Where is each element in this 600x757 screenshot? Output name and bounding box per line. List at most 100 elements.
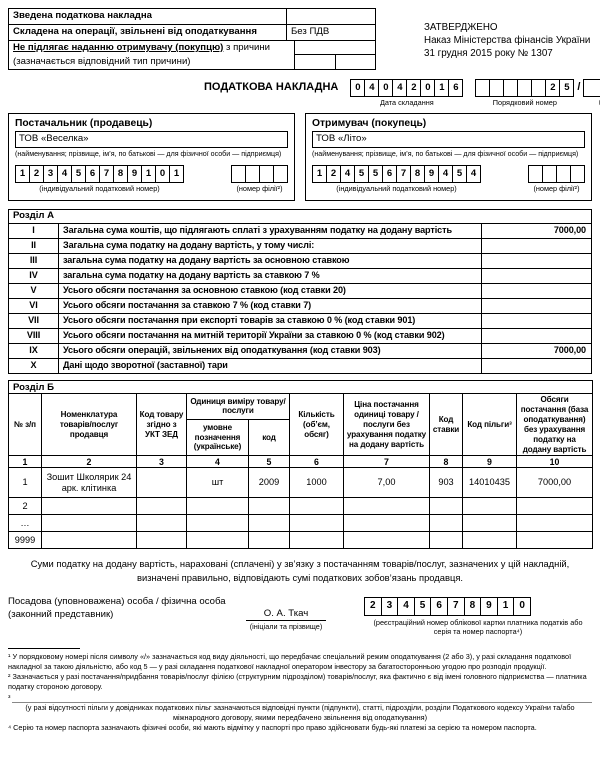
digit-cell[interactable]: 1 xyxy=(496,596,515,616)
digit-cell[interactable]: 0 xyxy=(513,596,531,616)
digit-cell[interactable]: 9 xyxy=(480,596,498,616)
digit-cell[interactable]: 2 xyxy=(406,79,422,97)
digit-cell[interactable]: 4 xyxy=(364,79,380,97)
digit-cell[interactable] xyxy=(570,165,585,184)
col-number: 3 xyxy=(136,455,187,469)
digit-cell[interactable]: 0 xyxy=(350,79,366,97)
table-row: VI Усього обсяги постачання за ставкою 7 … xyxy=(9,299,591,315)
digit-cell[interactable] xyxy=(542,165,557,184)
digit-cell[interactable]: 0 xyxy=(378,79,394,97)
digit-cell[interactable] xyxy=(517,79,533,97)
section-a-table: Розділ А I Загальна сума коштів, що підля… xyxy=(8,209,592,375)
not-issued-field[interactable] xyxy=(295,41,375,55)
digit-cell[interactable]: 4 xyxy=(392,79,408,97)
digit-cell[interactable]: 7 xyxy=(396,165,411,184)
digit-cell[interactable]: 7 xyxy=(99,165,114,184)
digit-cell[interactable]: 1 xyxy=(312,165,327,184)
digit-cell[interactable] xyxy=(259,165,274,184)
digit-cell[interactable]: 4 xyxy=(57,165,72,184)
footnote-3-marker: ³ xyxy=(8,692,11,702)
digit-cell[interactable] xyxy=(231,165,246,184)
digit-cell[interactable]: 5 xyxy=(413,596,432,616)
row-label: Загальна сума податку на додану вартість… xyxy=(59,239,482,254)
digit-cell[interactable]: 6 xyxy=(430,596,448,616)
digit-cell[interactable]: 4 xyxy=(438,165,453,184)
col-number: 10 xyxy=(515,455,594,469)
digit-cell[interactable]: 7 xyxy=(446,596,465,616)
digit-cell[interactable]: 6 xyxy=(382,165,397,184)
signer-role-line1: Посадова (уповноважена) особа / фізична … xyxy=(8,595,226,607)
digit-cell[interactable]: 2 xyxy=(29,165,44,184)
activity-code-cell[interactable] xyxy=(583,79,600,97)
table-row: Зведена податкова накладна xyxy=(9,9,375,25)
footnote-separator xyxy=(8,647,80,649)
activity-code-group: (1) xyxy=(583,79,600,107)
buyer-name-input[interactable]: ТОВ «Літо» xyxy=(312,131,585,149)
row-value xyxy=(482,269,591,283)
digit-cell[interactable] xyxy=(475,79,491,97)
approved-line3: 31 грудня 2015 року № 1307 xyxy=(424,47,553,59)
row-label: загальна сума податку на додану вартість… xyxy=(59,269,482,284)
col-number: 6 xyxy=(289,455,344,469)
digit-cell[interactable]: 8 xyxy=(410,165,425,184)
digit-cell[interactable] xyxy=(503,79,519,97)
digit-cell[interactable] xyxy=(531,79,547,97)
digit-cell[interactable]: 1 xyxy=(434,79,450,97)
digit-cell[interactable]: 2 xyxy=(326,165,341,184)
digit-cell[interactable] xyxy=(528,165,543,184)
buyer-branch-group: (номер філії²) xyxy=(528,165,585,193)
digit-cell[interactable]: 8 xyxy=(463,596,482,616)
digit-cell[interactable]: 1 xyxy=(15,165,30,184)
digit-cell[interactable]: 1 xyxy=(169,165,184,184)
digit-cell[interactable]: 5 xyxy=(559,79,575,97)
row-number: VIII xyxy=(9,329,59,344)
reason-type-field-2[interactable] xyxy=(336,55,375,69)
digit-cell[interactable]: 3 xyxy=(43,165,58,184)
row-label: загальна сума податку на додану вартість… xyxy=(59,254,482,269)
digit-cell[interactable]: 5 xyxy=(71,165,86,184)
digit-cell[interactable] xyxy=(245,165,260,184)
exempt-operations-value: Без ПДВ xyxy=(291,26,330,37)
digit-cell[interactable]: 4 xyxy=(466,165,481,184)
row-label: Усього обсяги постачання на митній терит… xyxy=(59,329,482,344)
seller-branch-group: (номер філії²) xyxy=(231,165,288,193)
seller-name-input[interactable]: ТОВ «Веселка» xyxy=(15,131,288,149)
cell-ukt xyxy=(136,467,187,499)
table-row: IX Усього обсяги операцій, звільнених від… xyxy=(9,344,591,360)
digit-cell[interactable]: 5 xyxy=(368,165,383,184)
col-header-ukt: Код товару згідно з УКТ ЗЕД xyxy=(136,393,187,457)
column-number-row: 1 2 3 4 5 6 7 8 9 10 xyxy=(8,455,594,469)
digit-cell[interactable]: 4 xyxy=(397,596,415,616)
consolidated-invoice-field[interactable] xyxy=(287,9,375,24)
approved-stamp: ЗАТВЕРДЖЕНО Наказ Міністерства фінансів … xyxy=(424,8,590,61)
cell-rate: 903 xyxy=(429,467,463,499)
footnote-1: ¹ У порядковому номері після символу «/»… xyxy=(8,651,572,671)
digit-cell[interactable]: 2 xyxy=(364,596,382,616)
digit-cell[interactable]: 9 xyxy=(424,165,439,184)
digit-cell[interactable]: 2 xyxy=(545,79,561,97)
digit-cell[interactable]: 3 xyxy=(380,596,399,616)
serial-number-caption: Порядковий номер xyxy=(492,98,557,107)
cell-row-num: 9999 xyxy=(8,531,42,550)
digit-cell[interactable]: 4 xyxy=(340,165,355,184)
digit-cell[interactable]: 5 xyxy=(452,165,467,184)
col-header-unit-code: код xyxy=(248,418,290,457)
table-row: … xyxy=(8,514,594,533)
digit-cell[interactable]: 0 xyxy=(420,79,436,97)
digit-cell[interactable]: 0 xyxy=(155,165,170,184)
digit-cell[interactable] xyxy=(556,165,571,184)
digit-cell[interactable]: 6 xyxy=(85,165,100,184)
digit-cell[interactable] xyxy=(489,79,505,97)
table-header-row: умовне позначення (українське) код xyxy=(9,418,593,457)
col-number: 2 xyxy=(41,455,137,469)
digit-cell[interactable] xyxy=(273,165,288,184)
digit-cell[interactable]: 5 xyxy=(354,165,369,184)
buyer-branch-cells xyxy=(528,165,585,184)
digit-cell[interactable]: 6 xyxy=(448,79,464,97)
reason-type-field-1[interactable] xyxy=(295,55,336,69)
digit-cell[interactable]: 9 xyxy=(127,165,142,184)
signer-role: Посадова (уповноважена) особа / фізична … xyxy=(8,595,246,637)
digit-cell[interactable]: 1 xyxy=(141,165,156,184)
digit-cell[interactable]: 8 xyxy=(113,165,128,184)
